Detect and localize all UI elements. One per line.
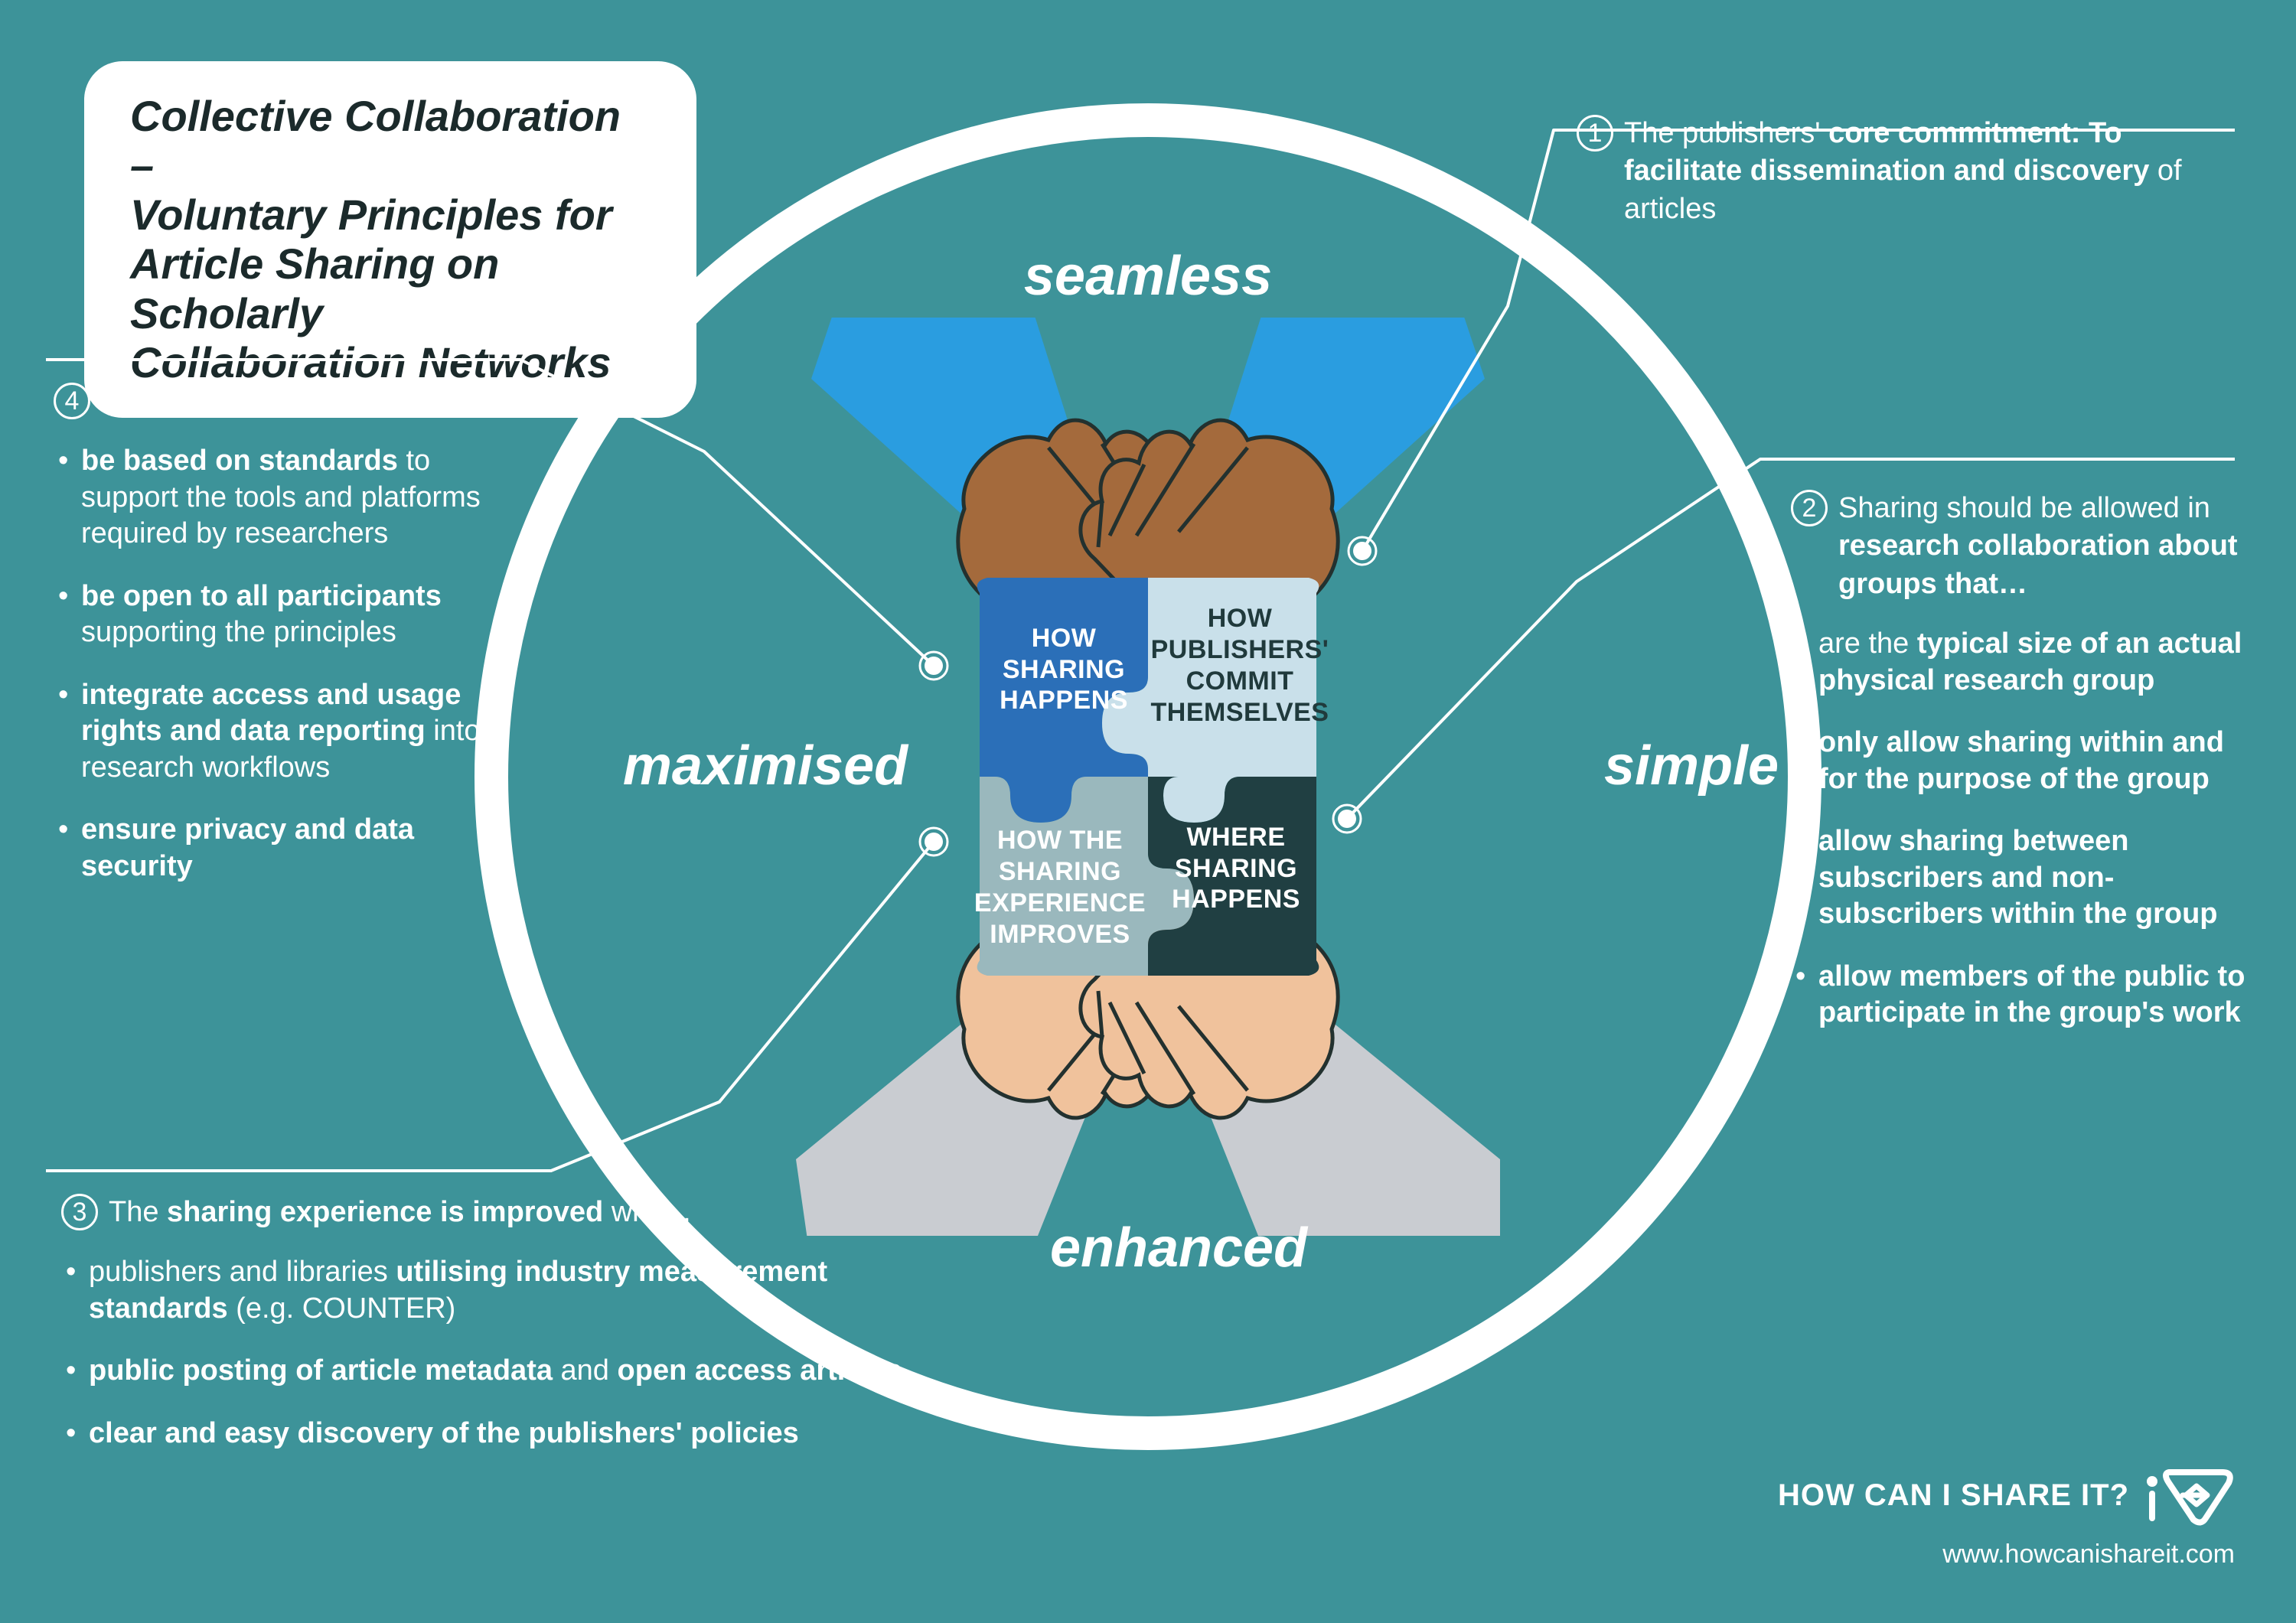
list-item: be based on standards to support the too… [54,443,505,552]
title-line-1: Collective Collaboration – [130,92,651,191]
circle-word-bottom: enhanced [987,1217,1370,1279]
circle-word-top: seamless [957,245,1339,308]
list-item: publishers and libraries utilising indus… [61,1254,941,1327]
footer-brand: HOW CAN I SHARE IT? [1778,1465,2235,1526]
circle-word-left: maximised [574,735,957,797]
infographic-stage: HOWSHARINGHAPPENS HOWPUBLISHERS'COMMITTH… [0,0,2296,1623]
list-item: only allow sharing within and for the pu… [1791,725,2250,797]
callout-2: 2 Sharing should be allowed in research … [1791,490,2250,1058]
puzzle-label-bl: HOW THESHARINGEXPERIENCEIMPROVES [960,825,1159,950]
puzzle-label-tl: HOWSHARINGHAPPENS [964,623,1163,716]
callout-3-list: publishers and libraries utilising indus… [61,1254,941,1452]
list-item: are the typical size of an actual physic… [1791,626,2250,699]
callout-1-number-icon: 1 [1577,115,1613,152]
list-item: public posting of article metadata and o… [61,1353,941,1390]
puzzle-label-tr: HOWPUBLISHERS'COMMITTHEMSELVES [1140,603,1339,728]
callout-3-lead: The sharing experience is improved with… [109,1194,941,1231]
callout-3-number-icon: 3 [61,1194,98,1230]
callout-3: 3 The sharing experience is improved wit… [61,1194,941,1478]
callout-4-number-icon: 4 [54,383,90,419]
callout-4-lead: Sharing initiatives should … [101,383,505,420]
title-line-3: Article Sharing on Scholarly [130,240,651,338]
callout-4-list: be based on standards to support the too… [54,443,505,885]
share-logo-icon [2143,1465,2235,1526]
list-item: ensure privacy and data security [54,812,505,885]
title-line-2: Voluntary Principles for [130,191,651,240]
list-item: allow members of the public to participa… [1791,959,2250,1031]
list-item: integrate access and usage rights and da… [54,677,505,787]
callout-2-number-icon: 2 [1791,490,1828,526]
callout-1-lead: The publishers' core commitment: To faci… [1624,115,2204,228]
callout-1: 1 The publishers' core commitment: To fa… [1577,115,2204,228]
callout-4: 4 Sharing initiatives should … be based … [54,383,505,911]
footer-brand-text: HOW CAN I SHARE IT? [1778,1478,2129,1513]
callout-2-lead: Sharing should be allowed in research co… [1838,490,2250,603]
puzzle-label-br: WHERESHARINGHAPPENS [1137,822,1336,915]
footer-url: www.howcanishareit.com [1778,1540,2235,1569]
list-item: be open to all participants supporting t… [54,578,505,651]
title-line-4: Collaboration Networks [130,338,651,387]
list-item: clear and easy discovery of the publishe… [61,1416,941,1452]
list-item: allow sharing between subscribers and no… [1791,823,2250,933]
title-box: Collective Collaboration – Voluntary Pri… [84,61,696,418]
callout-2-list: are the typical size of an actual physic… [1791,626,2250,1031]
footer: HOW CAN I SHARE IT? www.howcanishareit.c… [1778,1465,2235,1569]
